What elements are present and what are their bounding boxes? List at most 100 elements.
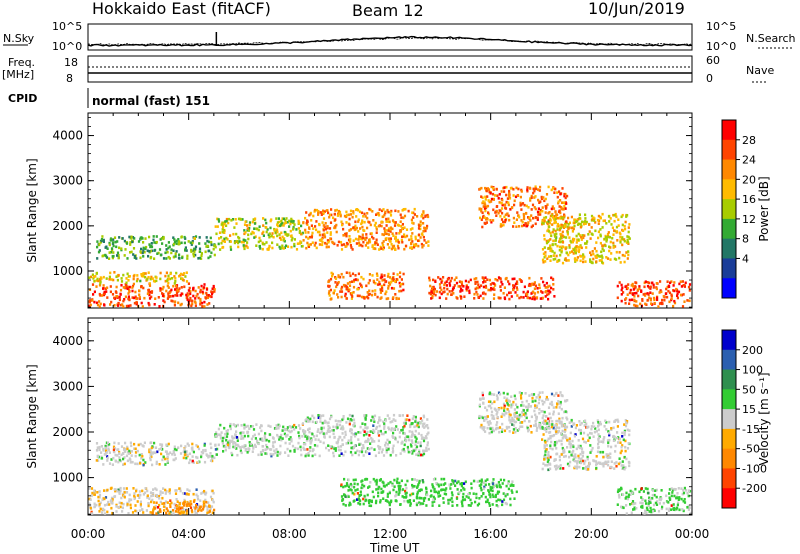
power-cell bbox=[502, 292, 505, 295]
velocity-cell bbox=[308, 439, 311, 442]
power-cell bbox=[655, 287, 658, 291]
power-cell bbox=[305, 235, 308, 239]
power-cell bbox=[262, 217, 265, 220]
velocity-cell bbox=[121, 510, 124, 513]
velocity-cell bbox=[518, 391, 521, 394]
velocity-cell bbox=[552, 426, 555, 430]
power-cell bbox=[624, 285, 627, 288]
power-cell bbox=[413, 213, 416, 216]
velocity-cell bbox=[531, 397, 534, 400]
power-cell bbox=[399, 230, 402, 233]
power-cell bbox=[138, 293, 141, 297]
velocity-cell bbox=[156, 450, 159, 454]
power-cell bbox=[525, 224, 529, 228]
velocity-cell bbox=[338, 423, 342, 427]
velocity-cell bbox=[370, 437, 373, 440]
velocity-cell bbox=[390, 427, 393, 430]
power-cell bbox=[560, 206, 563, 209]
velocity-cell bbox=[605, 453, 608, 456]
velocity-cell bbox=[281, 437, 284, 440]
velocity-cell bbox=[401, 449, 404, 452]
velocity-cell bbox=[110, 500, 113, 504]
power-cell bbox=[482, 285, 485, 289]
power-cell bbox=[173, 242, 176, 246]
velocity-cell bbox=[228, 441, 231, 445]
velocity-cell bbox=[564, 427, 567, 431]
velocity-cell bbox=[369, 481, 372, 484]
power-cell bbox=[556, 216, 559, 220]
power-cell bbox=[372, 247, 375, 250]
velocity-cell bbox=[98, 448, 101, 452]
velocity-cell bbox=[488, 431, 491, 435]
velocity-cell bbox=[543, 446, 546, 450]
power-cell bbox=[450, 276, 453, 280]
velocity-cell bbox=[314, 453, 317, 456]
power-cell bbox=[428, 278, 431, 282]
velocity-cell bbox=[379, 446, 382, 449]
velocity-cell bbox=[575, 467, 578, 470]
velocity-cell bbox=[514, 397, 517, 401]
power-cell bbox=[330, 271, 333, 275]
power-cell bbox=[547, 292, 550, 296]
power-cell bbox=[324, 241, 327, 245]
velocity-cell bbox=[123, 456, 126, 459]
velocity-cell bbox=[495, 413, 498, 416]
velocity-cell bbox=[399, 452, 402, 455]
velocity-cell bbox=[367, 438, 370, 442]
power-cell bbox=[139, 279, 142, 283]
power-cell bbox=[528, 296, 531, 300]
power-cell bbox=[123, 254, 126, 257]
velocity-cell bbox=[368, 452, 371, 455]
power-cell bbox=[608, 220, 611, 223]
velocity-cell bbox=[239, 431, 242, 435]
velocity-cell bbox=[457, 492, 460, 496]
power-cell bbox=[677, 290, 681, 294]
power-cell bbox=[159, 253, 162, 257]
power-cell bbox=[159, 277, 162, 281]
velocity-cell bbox=[595, 430, 598, 433]
velocity-cell bbox=[542, 414, 545, 417]
power-cell bbox=[97, 250, 101, 254]
power-cell bbox=[180, 292, 183, 295]
velocity-cell bbox=[478, 497, 481, 500]
velocity-cell bbox=[211, 457, 214, 460]
power-cell bbox=[121, 237, 124, 240]
velocity-cell bbox=[174, 489, 177, 492]
power-cell bbox=[191, 241, 194, 245]
power-cell bbox=[174, 252, 177, 255]
power-cell bbox=[676, 296, 679, 300]
power-cell bbox=[539, 213, 542, 216]
power-cell bbox=[239, 217, 242, 221]
power-cell bbox=[140, 301, 143, 305]
velocity-cell bbox=[277, 435, 280, 439]
power-cell bbox=[526, 293, 529, 296]
velocity-cell bbox=[252, 435, 255, 438]
power-cell bbox=[567, 216, 570, 220]
velocity-cell bbox=[490, 413, 493, 417]
velocity-cell bbox=[98, 504, 101, 508]
velocity-cell bbox=[388, 441, 391, 444]
power-cell bbox=[543, 234, 546, 237]
velocity-cell bbox=[232, 423, 235, 426]
power-cell bbox=[232, 232, 235, 236]
power-cell bbox=[552, 283, 555, 286]
velocity-cell bbox=[344, 504, 347, 507]
velocity-cell bbox=[161, 458, 164, 462]
velocity-cell bbox=[431, 483, 434, 486]
power-cell bbox=[160, 237, 163, 240]
power-cell bbox=[136, 277, 139, 281]
velocity-cell bbox=[552, 412, 555, 416]
power-cell bbox=[347, 213, 350, 217]
velocity-cell bbox=[298, 434, 301, 438]
power-cell bbox=[109, 237, 113, 240]
velocity-cell bbox=[214, 443, 217, 447]
power-region bbox=[478, 185, 569, 229]
velocity-cell bbox=[346, 417, 350, 421]
power-cell bbox=[336, 283, 339, 286]
power-cell bbox=[345, 210, 348, 214]
power-cell bbox=[547, 211, 550, 215]
velocity-cell bbox=[449, 498, 452, 502]
velocity-cell bbox=[152, 492, 155, 495]
velocity-cell bbox=[597, 446, 600, 449]
velocity-cell bbox=[173, 502, 176, 506]
